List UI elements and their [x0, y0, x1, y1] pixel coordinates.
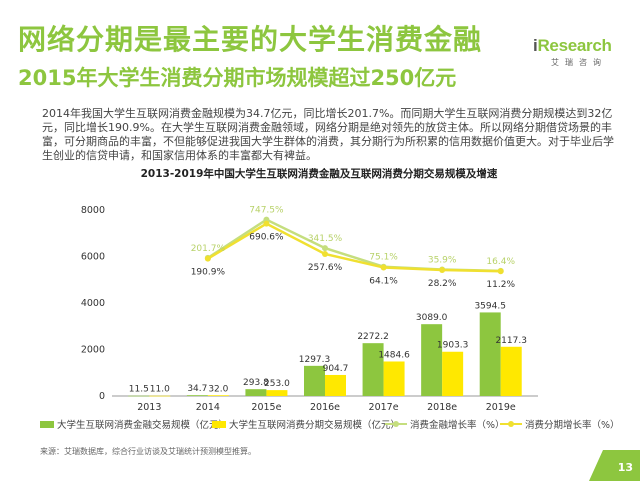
legend-item-finance: 大学生互联网消费金融交易规模（亿元） [40, 417, 228, 431]
growth-point [322, 250, 328, 257]
legend-swatch-installment-growth [500, 421, 522, 427]
legend-label-finance: 大学生互联网消费金融交易规模（亿元） [57, 420, 229, 431]
iresearch-logo: iResearch 艾瑞咨询 [533, 36, 628, 70]
y-tick-label: 6000 [81, 252, 105, 263]
growth-lines [204, 216, 504, 275]
chart-title: 2013-2019年中国大学生互联网消费金融及互联网消费分期交易规模及增速 [141, 167, 498, 180]
source-note: 来源：艾瑞数据库，综合行业访谈及艾瑞统计预测模型推算。 [40, 447, 256, 456]
bar-value-label: 1484.6 [378, 350, 410, 360]
bar [442, 351, 464, 396]
bar [245, 389, 267, 396]
y-tick-label: 2000 [81, 345, 105, 356]
growth-label: 690.6% [249, 233, 284, 243]
x-tick-label: 2017e [369, 402, 399, 413]
x-tick-label: 2019e [486, 402, 516, 413]
legend-label-installment: 大学生互联网消费分期交易规模（亿元） [229, 420, 401, 431]
growth-point [263, 220, 270, 227]
page-number-tab: 13 [589, 450, 640, 481]
bar [149, 395, 171, 397]
x-tick-label: 2016e [310, 402, 340, 413]
growth-point [439, 267, 446, 274]
bar [186, 395, 208, 396]
bar-value-label: 11.0 [150, 385, 170, 395]
growth-label: 35.9% [428, 255, 457, 265]
growth-label: 75.1% [369, 253, 398, 263]
bar [421, 324, 443, 396]
bar-value-label: 3594.5 [474, 301, 506, 311]
bar [362, 343, 384, 396]
legend-label-installment-growth: 消费分期增长率（%） [525, 420, 620, 431]
bar-value-label: 11.5 [129, 385, 149, 395]
axes: 0 2000 4000 6000 8000 2013 2014 2015e 2016e 2017e… [81, 205, 538, 413]
page-subtitle: 2015年大学生消费分期市场规模超过250亿元 [18, 66, 457, 90]
growth-point [322, 245, 328, 252]
bar-value-label: 34.7 [187, 384, 207, 394]
legend-item-installment-growth: 消费分期增长率（%） [500, 417, 620, 431]
bar-value-label: 2272.2 [357, 332, 389, 342]
legend-item-finance-growth: 消费金融增长率（%） [385, 417, 505, 431]
logo-chinese: 艾瑞咨询 [551, 58, 607, 67]
bar-value-label: 253.0 [264, 379, 290, 389]
bar [266, 390, 288, 396]
bar-value-label: 293.8 [243, 378, 269, 388]
growth-label: 16.4% [486, 257, 515, 267]
bar-value-label: 32.0 [208, 384, 228, 394]
bar [479, 312, 501, 396]
bar-value-label: 1297.3 [299, 355, 331, 365]
page-number: 13 [617, 461, 633, 474]
x-tick-label: 2015e [251, 402, 281, 413]
bar [128, 395, 150, 397]
chart-legend: 大学生互联网消费金融交易规模（亿元） 大学生互联网消费分期交易规模（亿元） 消费… [40, 417, 640, 433]
bar [325, 374, 346, 396]
page-title: 网络分期是最主要的大学生消费金融 [18, 23, 483, 56]
bars [128, 312, 522, 397]
bar [500, 346, 522, 396]
legend-swatch-finance-growth [385, 421, 407, 427]
legend-swatch-installment [212, 420, 226, 428]
y-tick-label: 8000 [81, 205, 105, 216]
chart: 2013-2019年中国大学生互联网消费金融及互联网消费分期交易规模及增速 0 2… [81, 167, 538, 413]
bar [304, 365, 325, 396]
growth-label: 257.6% [308, 263, 343, 273]
growth-label: 341.5% [308, 234, 343, 244]
bar [207, 395, 229, 396]
legend-swatch-finance [40, 420, 54, 428]
legend-item-installment: 大学生互联网消费分期交易规模（亿元） [212, 417, 400, 431]
bar-value-label: 1903.3 [437, 341, 469, 351]
growth-label: 747.5% [249, 206, 284, 216]
logo-wordmark: iResearch [533, 36, 628, 56]
growth-label: 28.2% [428, 279, 457, 289]
growth-point [204, 255, 211, 262]
logo-research: Research [537, 36, 612, 55]
growth-label: 64.1% [369, 277, 398, 287]
growth-line [207, 222, 501, 273]
bar-value-label: 904.7 [323, 364, 349, 374]
growth-label: 11.2% [486, 280, 515, 290]
growth-line [207, 218, 501, 273]
bar-value-label: 2117.3 [495, 336, 527, 346]
x-tick-label: 2018e [427, 402, 457, 413]
bar [383, 361, 405, 396]
growth-label: 201.7% [191, 244, 226, 254]
bar-value-label: 3089.0 [416, 313, 448, 323]
y-tick-label: 4000 [81, 298, 105, 309]
growth-point [497, 268, 504, 275]
legend-label-finance-growth: 消费金融增长率（%） [410, 420, 505, 431]
x-tick-label: 2014 [196, 402, 220, 413]
x-tick-label: 2013 [137, 402, 161, 413]
logo-i: i [533, 36, 538, 55]
body-paragraph: 2014年我国大学生互联网消费金融规模为34.7亿元，同比增长201.7%。而同… [42, 107, 614, 162]
y-tick-label: 0 [99, 391, 105, 402]
growth-label: 190.9% [191, 268, 226, 278]
growth-point [380, 264, 387, 271]
